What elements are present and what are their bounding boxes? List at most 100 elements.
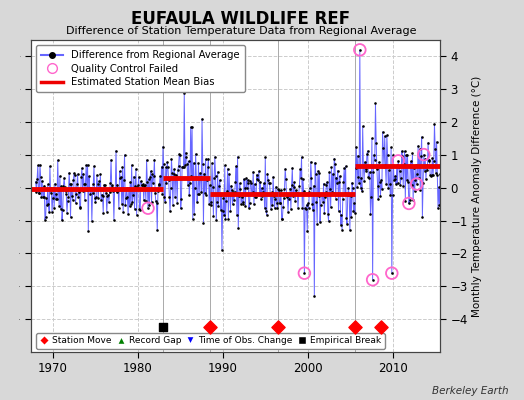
Point bbox=[300, 270, 309, 276]
Point bbox=[267, 189, 276, 196]
Point bbox=[394, 158, 402, 164]
Point bbox=[253, 172, 261, 178]
Point bbox=[149, 180, 157, 186]
Point bbox=[206, 199, 215, 205]
Point bbox=[422, 162, 431, 168]
Point bbox=[99, 209, 107, 216]
Point bbox=[325, 169, 333, 176]
Point bbox=[171, 171, 180, 178]
Point bbox=[82, 162, 90, 168]
Point bbox=[404, 179, 412, 185]
Point bbox=[251, 194, 259, 200]
Point bbox=[41, 214, 50, 220]
Point bbox=[297, 154, 305, 160]
Point bbox=[401, 198, 410, 204]
Point bbox=[63, 210, 71, 216]
Point bbox=[49, 184, 58, 191]
Point bbox=[296, 166, 304, 172]
Point bbox=[326, 204, 335, 210]
Point bbox=[144, 205, 152, 212]
Point bbox=[187, 124, 195, 130]
Point bbox=[179, 163, 187, 170]
Point bbox=[419, 180, 427, 186]
Point bbox=[386, 192, 395, 198]
Point bbox=[331, 161, 339, 167]
Point bbox=[201, 189, 209, 196]
Point bbox=[416, 146, 424, 152]
Point bbox=[398, 148, 406, 154]
Point bbox=[71, 172, 79, 178]
Point bbox=[165, 176, 173, 183]
Point bbox=[291, 198, 299, 204]
Point bbox=[345, 192, 353, 198]
Point bbox=[417, 152, 425, 159]
Point bbox=[328, 189, 336, 196]
Point bbox=[264, 177, 272, 183]
Point bbox=[410, 164, 418, 171]
Point bbox=[424, 139, 432, 146]
Point bbox=[188, 124, 196, 130]
Point bbox=[221, 215, 230, 222]
Point bbox=[247, 180, 255, 186]
Point bbox=[231, 179, 239, 186]
Point bbox=[376, 192, 385, 199]
Point bbox=[213, 199, 221, 205]
Point bbox=[187, 173, 195, 179]
Point bbox=[370, 152, 378, 158]
Point bbox=[140, 182, 149, 189]
Point bbox=[295, 182, 303, 189]
Point bbox=[293, 190, 301, 196]
Point bbox=[376, 179, 384, 185]
Point bbox=[229, 189, 237, 196]
Point bbox=[115, 168, 124, 175]
Point bbox=[406, 196, 414, 203]
Point bbox=[340, 179, 348, 185]
Point bbox=[59, 183, 68, 190]
Point bbox=[92, 194, 100, 200]
Point bbox=[367, 194, 375, 201]
Point bbox=[420, 152, 428, 158]
Point bbox=[311, 159, 319, 166]
Point bbox=[232, 163, 241, 169]
Text: Berkeley Earth: Berkeley Earth bbox=[432, 386, 508, 396]
Point bbox=[128, 198, 137, 205]
Point bbox=[67, 214, 75, 220]
Point bbox=[198, 116, 206, 122]
Point bbox=[58, 217, 66, 224]
Point bbox=[230, 197, 238, 204]
Point bbox=[171, 194, 179, 201]
Point bbox=[299, 176, 307, 182]
Point bbox=[215, 183, 223, 189]
Point bbox=[176, 152, 184, 158]
Point bbox=[149, 173, 158, 180]
Point bbox=[304, 204, 313, 211]
Point bbox=[93, 181, 102, 188]
Point bbox=[135, 174, 143, 180]
Point bbox=[159, 324, 168, 330]
Point bbox=[73, 171, 82, 177]
Point bbox=[223, 166, 232, 172]
Point bbox=[69, 197, 77, 203]
Point bbox=[302, 202, 311, 208]
Point bbox=[368, 276, 377, 283]
Point bbox=[341, 190, 349, 196]
Point bbox=[283, 192, 291, 198]
Point bbox=[326, 185, 334, 192]
Point bbox=[321, 194, 329, 200]
Point bbox=[420, 168, 429, 174]
Point bbox=[348, 180, 356, 186]
Legend: Station Move, Record Gap, Time of Obs. Change, Empirical Break: Station Move, Record Gap, Time of Obs. C… bbox=[36, 333, 385, 349]
Point bbox=[75, 204, 84, 210]
Point bbox=[72, 191, 80, 198]
Point bbox=[103, 208, 111, 215]
Point bbox=[71, 200, 80, 206]
Point bbox=[60, 174, 68, 181]
Point bbox=[320, 180, 328, 187]
Point bbox=[290, 184, 298, 190]
Point bbox=[365, 175, 373, 182]
Point bbox=[56, 173, 64, 180]
Point bbox=[244, 180, 253, 186]
Point bbox=[313, 221, 321, 227]
Point bbox=[378, 186, 386, 192]
Point bbox=[280, 186, 289, 192]
